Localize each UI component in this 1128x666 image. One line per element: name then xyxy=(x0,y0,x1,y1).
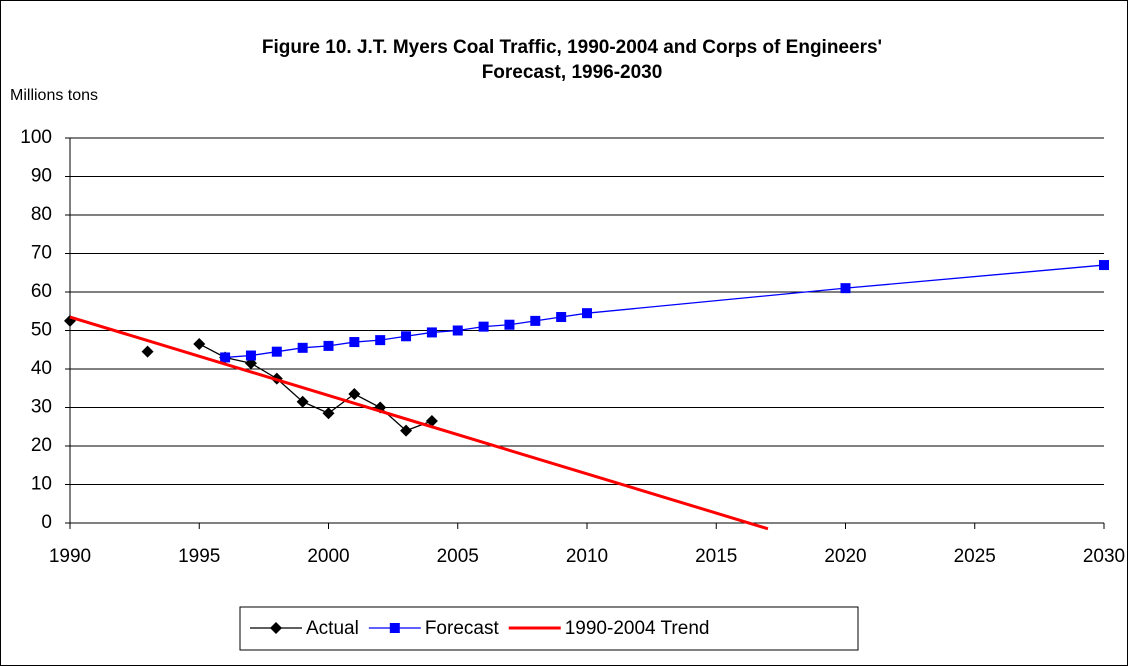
data-point xyxy=(348,388,361,401)
data-point xyxy=(193,337,206,350)
x-tick-label: 2025 xyxy=(954,546,996,567)
data-point xyxy=(1099,260,1109,271)
x-tick-label: 1995 xyxy=(178,546,220,567)
series-line xyxy=(198,343,433,432)
data-point xyxy=(840,283,851,294)
y-axis-label: Millions tons xyxy=(10,87,98,104)
data-point xyxy=(220,352,231,363)
data-point xyxy=(556,312,567,323)
data-point xyxy=(400,424,413,437)
data-point xyxy=(297,342,308,353)
y-tick-label: 60 xyxy=(31,281,52,302)
y-tick-label: 20 xyxy=(31,435,52,456)
legend-marker xyxy=(270,622,282,634)
chart-title: Figure 10. J.T. Myers Coal Traffic, 1990… xyxy=(262,37,882,58)
data-point xyxy=(375,335,386,346)
series-line xyxy=(69,315,769,531)
data-point xyxy=(323,340,334,351)
data-point xyxy=(322,407,335,420)
legend-marker xyxy=(389,623,400,633)
legend-label: Forecast xyxy=(425,618,500,639)
chart-title: Forecast, 1996-2030 xyxy=(482,62,663,83)
data-point xyxy=(271,346,282,357)
data-point xyxy=(141,345,154,358)
data-point xyxy=(582,308,592,319)
x-tick-label: 1990 xyxy=(49,546,91,567)
x-tick-label: 2030 xyxy=(1083,546,1125,567)
y-tick-label: 10 xyxy=(31,474,52,495)
x-tick-label: 2000 xyxy=(307,546,349,567)
x-tick-label: 2005 xyxy=(437,546,479,567)
data-point xyxy=(401,331,412,342)
y-tick-label: 70 xyxy=(31,243,52,264)
x-tick-label: 2020 xyxy=(824,546,866,567)
data-point xyxy=(349,337,360,348)
data-point xyxy=(530,315,541,326)
y-tick-label: 0 xyxy=(41,512,52,533)
y-tick-label: 30 xyxy=(31,397,52,418)
data-point xyxy=(245,350,256,361)
legend-label: 1990-2004 Trend xyxy=(565,618,710,639)
y-tick-label: 100 xyxy=(20,127,52,148)
x-tick-label: 2015 xyxy=(695,546,737,567)
data-point xyxy=(452,325,463,336)
legend-label: Actual xyxy=(306,618,359,639)
data-point xyxy=(296,395,309,408)
y-tick-label: 40 xyxy=(31,358,52,379)
data-point xyxy=(426,327,437,338)
y-tick-label: 80 xyxy=(31,204,52,225)
data-point xyxy=(478,321,489,332)
y-tick-label: 50 xyxy=(31,320,52,341)
x-tick-label: 2010 xyxy=(566,546,608,567)
data-point xyxy=(425,414,438,427)
data-point xyxy=(504,319,515,330)
y-tick-label: 90 xyxy=(31,166,52,187)
